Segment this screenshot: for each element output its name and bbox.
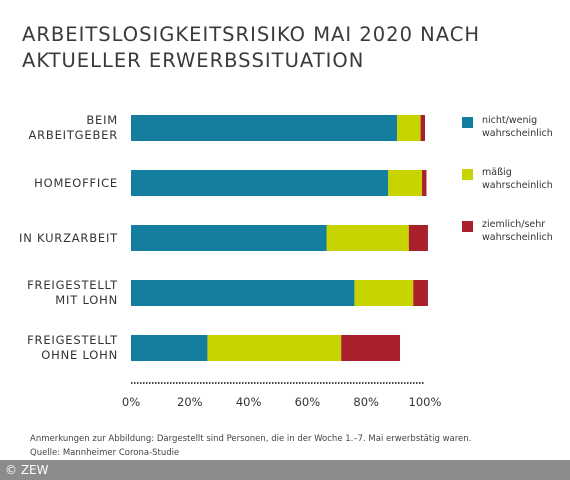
x-tick-label-4: 60% <box>295 395 321 409</box>
bar-segment-2-3 <box>422 170 427 196</box>
legend-label-2-line-1: mäßig <box>482 167 512 178</box>
category-label-3: IN KURZARBEIT <box>0 231 118 246</box>
legend-label-1: nicht/wenig wahrscheinlich <box>482 114 553 140</box>
annotation-note: Anmerkungen zur Abbildung: Dargestellt s… <box>30 434 472 444</box>
legend-label-1-line-1: nicht/wenig <box>482 115 538 126</box>
category-label-4-line-2: MIT LOHN <box>55 293 118 307</box>
bar-segment-2-2 <box>388 170 423 196</box>
bar-segment-3-3 <box>408 225 428 251</box>
category-label-5-line-1: FREIGESTELLT <box>27 333 118 347</box>
chart-title-line-2: AKTUELLER ERWERBSSITUATION <box>22 49 365 72</box>
category-label-5: FREIGESTELLT OHNE LOHN <box>0 333 118 363</box>
bar-segment-1-3 <box>420 115 425 141</box>
stacked-bar-chart: 0% 20% 40% 60% 80% 100% <box>122 115 442 409</box>
legend-label-2-line-2: wahrscheinlich <box>482 180 553 191</box>
legend-item-2: mäßig wahrscheinlich <box>462 166 568 218</box>
category-label-2-line-1: HOMEOFFICE <box>34 175 118 190</box>
legend-swatch-3 <box>462 221 473 232</box>
legend-label-3: ziemlich/sehr wahrscheinlich <box>482 218 553 244</box>
legend-swatch-1 <box>462 117 473 128</box>
category-label-2: HOMEOFFICE <box>0 176 118 191</box>
category-label-1-line-2: ARBEITGEBER <box>28 128 118 142</box>
chart-notes: Anmerkungen zur Abbildung: Dargestellt s… <box>30 432 471 460</box>
bar-segment-4-3 <box>413 280 428 306</box>
legend-item-1: nicht/wenig wahrscheinlich <box>462 114 568 166</box>
source-note: Quelle: Mannheimer Corona-Studie <box>30 448 180 458</box>
category-label-4: FREIGESTELLT MIT LOHN <box>0 278 118 308</box>
bar-segment-1-2 <box>397 115 421 141</box>
chart-title-line-1: ARBEITSLOSIGKEITSRISIKO MAI 2020 NACH <box>22 23 481 46</box>
bar-segment-4-2 <box>354 280 414 306</box>
bar-segment-5-3 <box>341 335 401 361</box>
x-tick-label-1: 0% <box>122 395 140 409</box>
category-label-4-line-1: FREIGESTELLT <box>27 278 118 292</box>
legend-item-3: ziemlich/sehr wahrscheinlich <box>462 218 568 270</box>
bar-segment-3-1 <box>131 225 327 251</box>
x-tick-label-5: 80% <box>353 395 379 409</box>
category-label-1: BEIM ARBEITGEBER <box>0 113 118 143</box>
legend-label-3-line-2: wahrscheinlich <box>482 232 553 243</box>
category-label-1-line-1: BEIM <box>86 113 118 127</box>
bar-segment-4-1 <box>131 280 355 306</box>
x-tick-label-2: 20% <box>177 395 203 409</box>
chart-title: ARBEITSLOSIGKEITSRISIKO MAI 2020 NACH AK… <box>22 22 552 74</box>
bar-segment-2-1 <box>131 170 389 196</box>
legend-label-3-line-1: ziemlich/sehr <box>482 219 546 230</box>
bar-segment-5-1 <box>131 335 208 361</box>
legend-label-2: mäßig wahrscheinlich <box>482 166 553 192</box>
x-tick-label-6: 100% <box>409 395 442 409</box>
legend: nicht/wenig wahrscheinlich mäßig wahrschein… <box>462 114 568 270</box>
footer-bar: © ZEW <box>0 460 570 480</box>
copyright-text: © ZEW <box>5 463 49 477</box>
bar-segment-3-2 <box>326 225 409 251</box>
category-label-5-line-2: OHNE LOHN <box>41 348 118 362</box>
bar-segment-5-2 <box>207 335 342 361</box>
x-tick-label-3: 40% <box>236 395 262 409</box>
legend-swatch-2 <box>462 169 473 180</box>
bar-segment-1-1 <box>131 115 398 141</box>
legend-label-1-line-2: wahrscheinlich <box>482 128 553 139</box>
category-label-3-line-1: IN KURZARBEIT <box>19 230 118 245</box>
